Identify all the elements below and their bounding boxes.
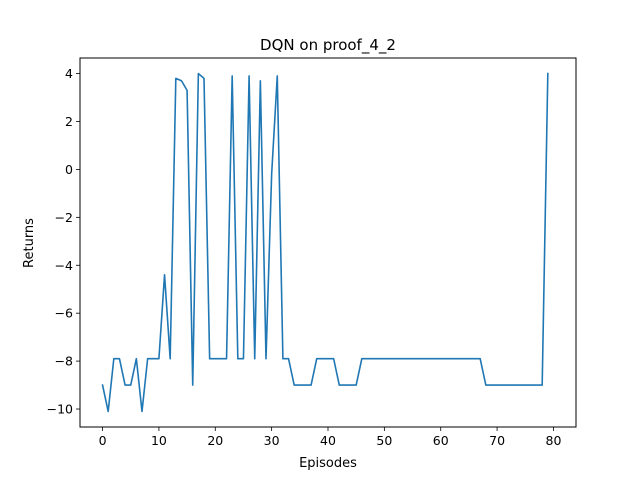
y-tick-label: 4 <box>65 66 73 81</box>
y-tick-label: 2 <box>65 114 73 129</box>
x-tick-label: 30 <box>264 433 280 448</box>
y-tick-label: −10 <box>47 402 73 417</box>
chart-title: DQN on proof_4_2 <box>260 36 396 55</box>
x-axis-label: Episodes <box>299 456 357 471</box>
x-tick-label: 10 <box>151 433 167 448</box>
series-line-0 <box>101 72 549 413</box>
x-tick-label: 50 <box>376 433 392 448</box>
x-tick-label: 40 <box>320 433 336 448</box>
y-tick-label: 0 <box>65 162 73 177</box>
x-tick-label: 70 <box>489 433 505 448</box>
x-tick-label: 60 <box>433 433 449 448</box>
y-tick-label: −2 <box>55 210 73 225</box>
x-tick-label: 0 <box>99 433 107 448</box>
x-axis: 0 10 20 30 40 50 60 70 80 <box>99 427 562 448</box>
y-tick-label: −8 <box>55 354 73 369</box>
y-tick-label: −6 <box>55 306 73 321</box>
y-tick-label: −4 <box>55 258 73 273</box>
x-tick-label: 80 <box>546 433 562 448</box>
x-tick-label: 20 <box>207 433 223 448</box>
y-axis: 4 2 0 −2 −4 −6 −8 −10 <box>47 66 80 417</box>
series-layer <box>101 72 549 413</box>
y-axis-label: Returns <box>22 218 37 268</box>
